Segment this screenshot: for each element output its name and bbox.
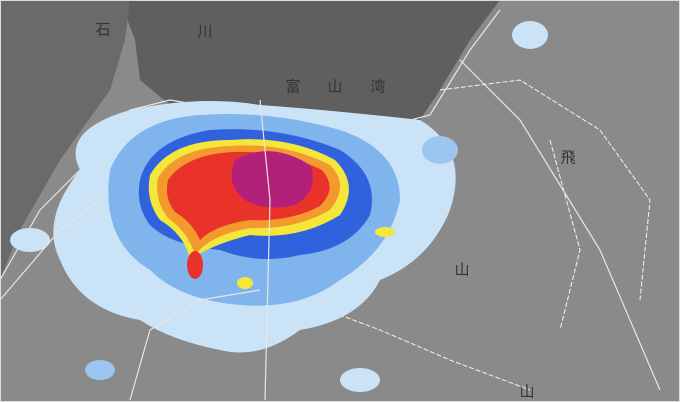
place-label: 飛	[560, 149, 575, 167]
rain-patch	[340, 368, 380, 392]
rain-patch	[422, 136, 458, 164]
place-label: 山	[327, 78, 342, 96]
rain-cell	[187, 251, 203, 279]
rain-intense	[231, 151, 313, 208]
place-label: 川	[197, 23, 212, 41]
rain-cell	[237, 277, 253, 289]
rain-cell	[375, 227, 395, 237]
place-label: 富	[285, 78, 300, 96]
sea-west	[0, 0, 130, 280]
place-label: 山	[454, 261, 469, 279]
rain-patch	[85, 360, 115, 380]
roads	[0, 59, 661, 401]
place-label: 石	[95, 21, 110, 39]
place-label: 湾	[370, 78, 385, 96]
rain-patch	[10, 228, 50, 252]
rain-patch	[512, 21, 548, 49]
place-label: 山	[519, 383, 534, 401]
